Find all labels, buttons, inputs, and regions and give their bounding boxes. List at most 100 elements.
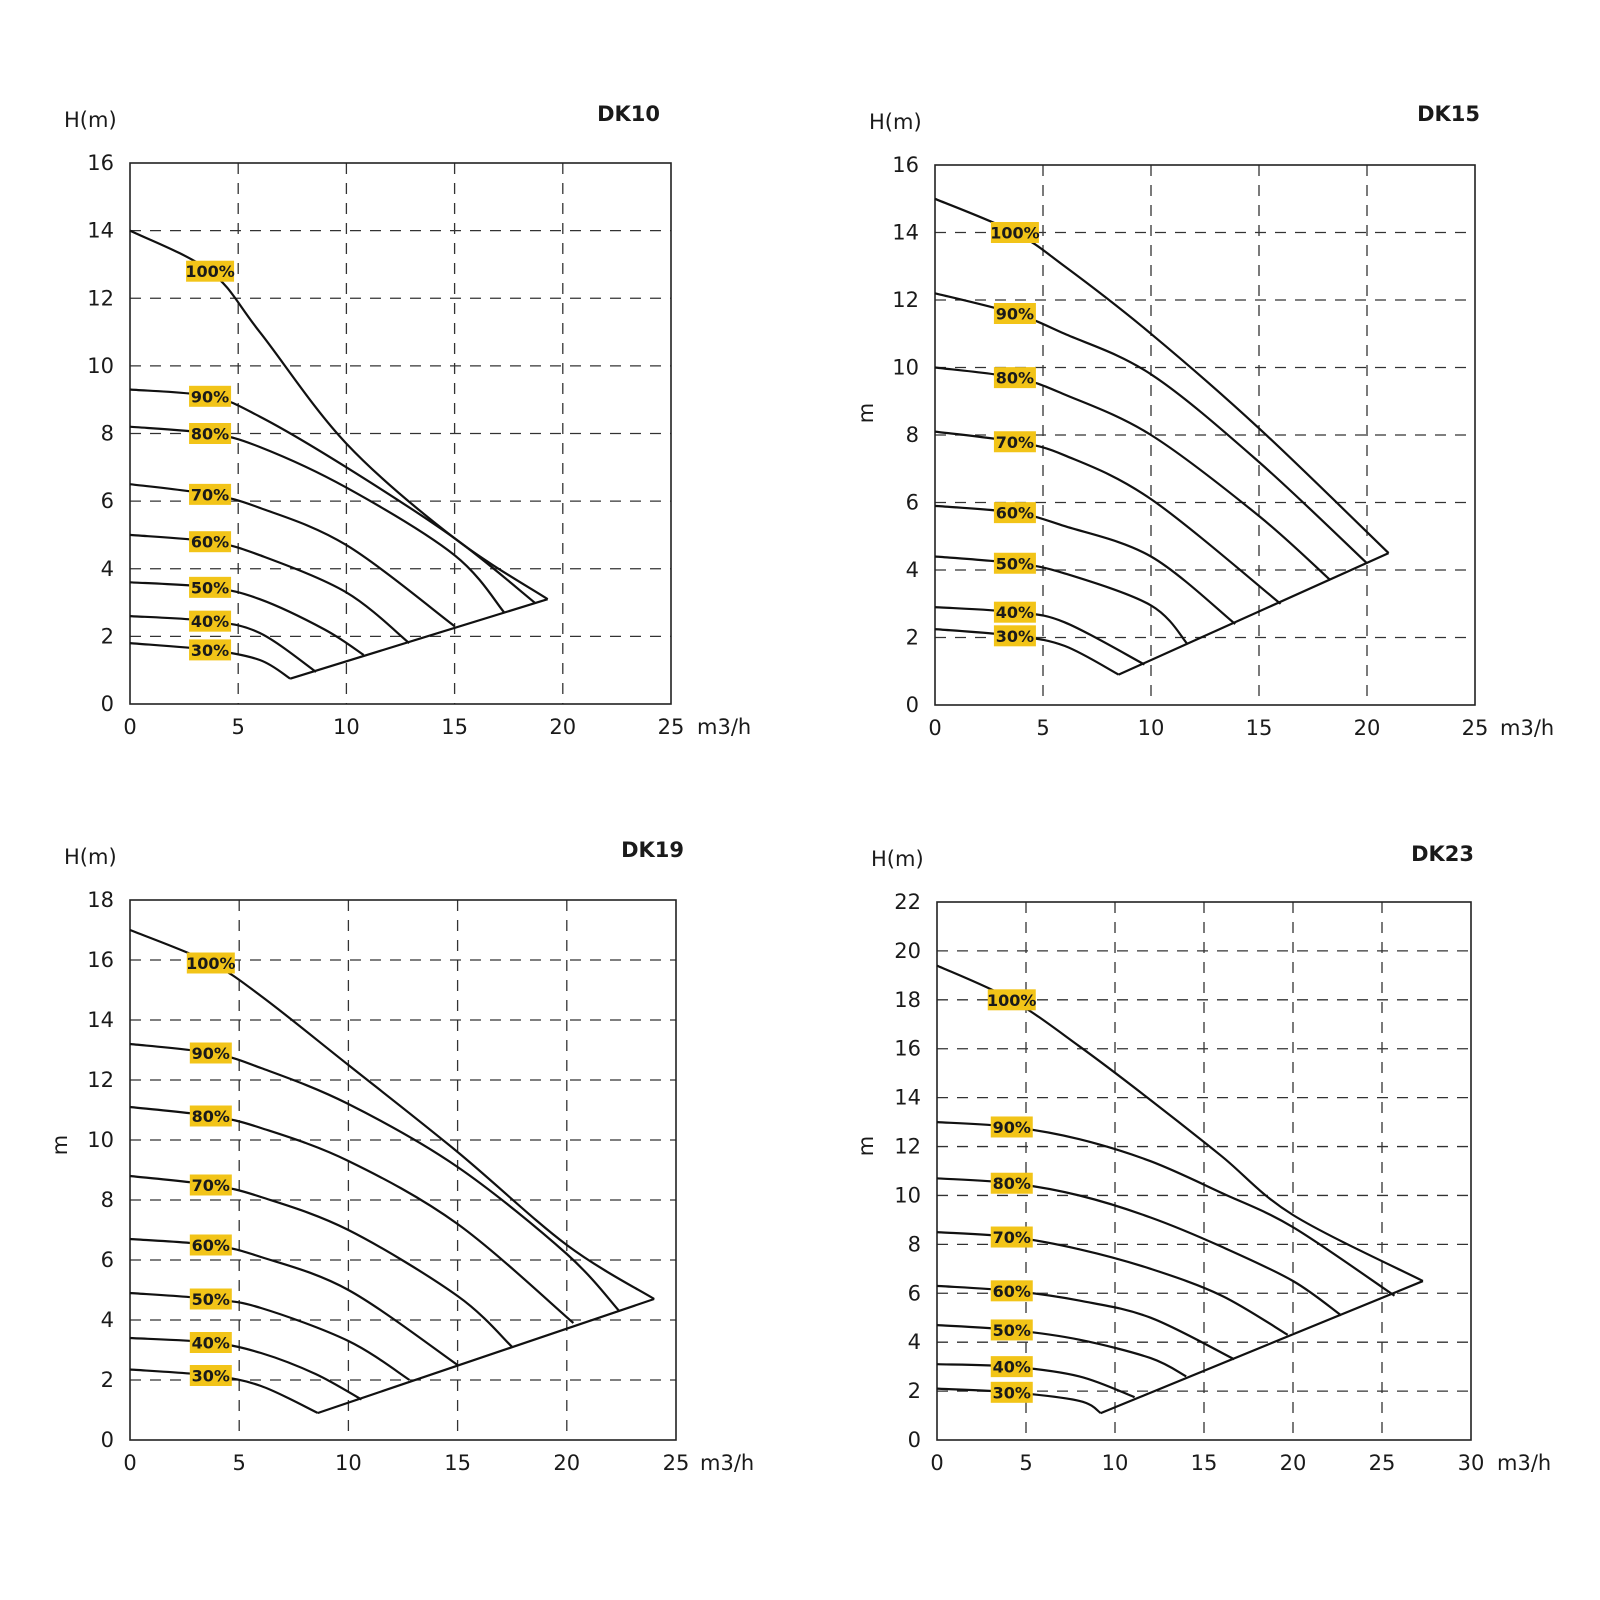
y-tick-label: 6 [908, 1281, 921, 1305]
series-label: 30% [993, 1383, 1031, 1402]
series-badge: 70% [189, 483, 232, 505]
y-tick-label: 4 [908, 1330, 921, 1354]
series-label: 100% [990, 224, 1039, 243]
badge-background [990, 1356, 1033, 1378]
badge-background [189, 483, 232, 505]
series-badge: 70% [993, 431, 1036, 453]
series-badge: 60% [189, 531, 232, 553]
x-axis-unit: m3/h [700, 1451, 754, 1475]
y-tick-label: 2 [908, 1379, 921, 1403]
series-badge: 60% [993, 502, 1036, 524]
curve-60-pct [934, 504, 1236, 625]
plot-frame [934, 164, 1476, 706]
series-label: 60% [192, 1236, 230, 1255]
x-tick-label: 15 [1246, 716, 1273, 740]
y-tick-label: 16 [892, 153, 919, 177]
series-label: 50% [192, 1290, 230, 1309]
y-tick-label: 0 [101, 692, 114, 716]
badge-background [993, 552, 1036, 574]
series-badge: 100% [987, 989, 1036, 1011]
y-tick-label: 4 [101, 1308, 114, 1332]
series-label: 70% [192, 1176, 230, 1195]
series-badge: 90% [189, 1042, 232, 1064]
y-tick-label: 22 [894, 890, 921, 914]
plot-frame [129, 162, 672, 705]
y-axis-label: H(m) [64, 108, 117, 132]
curve-40-pct [129, 1336, 363, 1401]
x-tick-label: 25 [663, 1451, 690, 1475]
x-tick-label: 20 [553, 1451, 580, 1475]
x-axis-unit: m3/h [1497, 1451, 1551, 1475]
operating-limit-line [317, 1297, 655, 1415]
badge-background [189, 1234, 232, 1256]
series-label: 60% [996, 504, 1034, 523]
badge-background [186, 952, 235, 974]
curve-60-pct [129, 1237, 459, 1366]
x-tick-label: 20 [1354, 716, 1381, 740]
x-tick-label: 15 [444, 1451, 471, 1475]
x-tick-label: 5 [232, 715, 245, 739]
series-label: 100% [987, 991, 1036, 1010]
curve-50-pct [129, 1291, 411, 1381]
y-axis-label: H(m) [869, 110, 922, 134]
series-badge: 80% [993, 367, 1036, 389]
series-label: 30% [191, 641, 229, 660]
series-badge: 80% [990, 1172, 1033, 1194]
x-tick-label: 10 [333, 715, 360, 739]
series-label: 70% [993, 1228, 1031, 1247]
badge-background [189, 531, 232, 553]
series-label: 60% [191, 533, 229, 552]
x-tick-label: 20 [1280, 1451, 1307, 1475]
y-tick-label: 2 [101, 1368, 114, 1392]
series-label: 90% [993, 1118, 1031, 1137]
badge-background [990, 1116, 1033, 1138]
curve-50-pct [129, 581, 365, 656]
series-label: 30% [996, 627, 1034, 646]
y-tick-label: 10 [87, 354, 114, 378]
series-badge: 30% [189, 639, 232, 661]
curve-30-pct [934, 628, 1120, 676]
x-tick-label: 30 [1458, 1451, 1485, 1475]
series-label: 30% [192, 1367, 230, 1386]
operating-limit-line [1100, 1280, 1424, 1415]
badge-background [189, 610, 232, 632]
x-tick-label: 0 [123, 715, 136, 739]
x-tick-label: 25 [1462, 716, 1489, 740]
series-label: 90% [191, 387, 229, 406]
series-badge: 50% [189, 576, 232, 598]
series-label: 40% [192, 1334, 230, 1353]
x-tick-label: 0 [930, 1451, 943, 1475]
badge-background [993, 625, 1036, 647]
y-tick-label: 12 [87, 286, 114, 310]
x-tick-label: 10 [335, 1451, 362, 1475]
series-badge: 70% [990, 1226, 1033, 1248]
curve-40-pct [934, 606, 1146, 666]
curve-60-pct [936, 1284, 1235, 1361]
series-badge: 100% [185, 260, 235, 282]
operating-limit-line [1118, 552, 1390, 676]
series-label: 90% [192, 1044, 230, 1063]
y-tick-label: 4 [906, 558, 919, 582]
y-tick-label: 16 [87, 948, 114, 972]
badge-background [189, 1105, 232, 1127]
series-label: 50% [191, 578, 229, 597]
y-tick-label: 0 [101, 1428, 114, 1452]
y-tick-label: 14 [892, 221, 919, 245]
chart-dk10: 0 5 10 15 20 25 0 2 4 6 8 10 12 14 16 m3/h H(m) DK10 100% 9… [64, 102, 751, 739]
y-axis-side-label: m [48, 1135, 72, 1155]
badge-background [993, 303, 1036, 324]
badge-background [990, 1381, 1033, 1403]
badge-background [993, 367, 1036, 389]
series-badge: 70% [189, 1174, 232, 1196]
series-badge: 90% [189, 385, 232, 407]
series-label: 100% [185, 262, 234, 281]
series-badge: 40% [993, 601, 1036, 623]
series-badge: 40% [189, 1332, 232, 1353]
series-badge: 30% [993, 625, 1036, 647]
series-label: 50% [996, 554, 1034, 573]
y-tick-label: 8 [906, 423, 919, 447]
y-tick-label: 10 [894, 1183, 921, 1207]
badge-background [990, 1319, 1033, 1341]
badge-background [189, 1288, 232, 1310]
